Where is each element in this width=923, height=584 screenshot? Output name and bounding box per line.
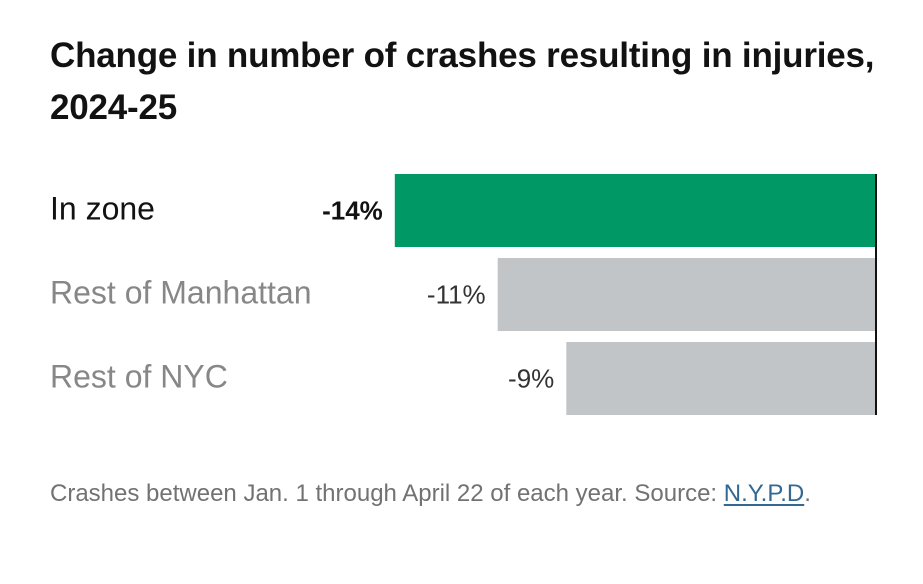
bar-0 bbox=[394, 174, 875, 247]
bar-2 bbox=[566, 342, 875, 415]
category-label-0: In zone bbox=[50, 191, 155, 227]
note-end: . bbox=[804, 480, 811, 507]
value-label-1: -11% bbox=[427, 280, 486, 310]
bar-1 bbox=[497, 258, 875, 331]
value-label-2: -9% bbox=[508, 364, 554, 394]
source-link[interactable]: N.Y.P.D bbox=[723, 480, 805, 507]
chart-title: Change in number of crashes resulting in… bbox=[50, 36, 875, 127]
chart-note: Crashes between Jan. 1 through April 22 … bbox=[50, 473, 890, 515]
category-label-2: Rest of NYC bbox=[50, 359, 228, 395]
value-label-0: -14% bbox=[322, 196, 383, 226]
category-label-1: Rest of Manhattan bbox=[50, 275, 311, 311]
note-text: Crashes between Jan. 1 through April 22 … bbox=[50, 480, 724, 507]
